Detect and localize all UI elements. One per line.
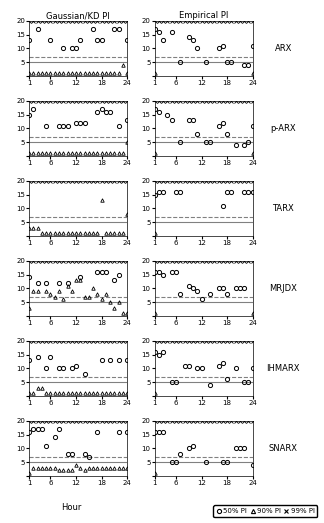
Title: Empirical PI: Empirical PI [179,11,228,20]
Y-axis label: IHMARX: IHMARX [267,364,300,373]
Y-axis label: SNARX: SNARX [269,444,298,453]
Text: Hour: Hour [61,503,81,512]
Legend: 50% PI, 90% PI, 99% PI: 50% PI, 90% PI, 99% PI [214,505,317,517]
Y-axis label: p-ARX: p-ARX [271,124,296,133]
Y-axis label: MRJDX: MRJDX [269,284,297,293]
Y-axis label: ARX: ARX [274,44,292,53]
Title: Gaussian/KD PI: Gaussian/KD PI [46,11,110,20]
Y-axis label: TARX: TARX [272,204,294,213]
